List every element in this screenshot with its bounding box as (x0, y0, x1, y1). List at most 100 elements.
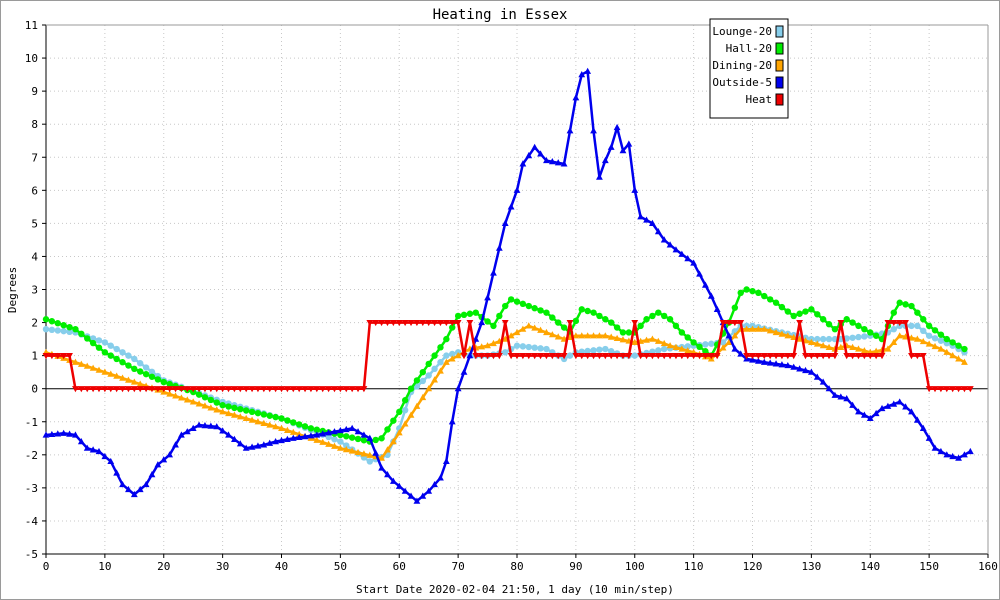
data-point-heat (825, 353, 833, 360)
data-point-outside-5 (966, 447, 974, 455)
data-point-heat (454, 319, 462, 327)
data-point-heat (472, 353, 480, 360)
data-point-heat (702, 353, 709, 360)
data-point-outside-5 (849, 401, 856, 408)
data-point-outside-5 (943, 451, 951, 458)
data-point-outside-5 (908, 408, 915, 415)
data-point-lounge-20 (937, 337, 945, 344)
data-point-lounge-20 (908, 322, 915, 330)
data-point-outside-5 (837, 393, 845, 400)
data-point-dining-20 (684, 347, 692, 354)
data-point-outside-5 (931, 444, 939, 451)
data-point-dining-20 (607, 333, 615, 340)
y-tick-label: 0 (31, 383, 38, 396)
data-point-hall-20 (943, 335, 950, 343)
data-point-hall-20 (290, 419, 297, 426)
data-point-dining-20 (719, 344, 727, 351)
x-tick-label: 30 (216, 560, 229, 573)
data-point-dining-20 (913, 335, 921, 342)
data-point-outside-5 (136, 485, 144, 493)
data-point-lounge-20 (131, 355, 138, 363)
data-point-dining-20 (454, 352, 462, 359)
data-point-hall-20 (849, 319, 856, 326)
data-point-outside-5 (166, 451, 174, 458)
data-point-dining-20 (778, 330, 786, 337)
data-point-hall-20 (649, 312, 656, 320)
data-point-outside-5 (725, 332, 733, 339)
data-point-outside-5 (419, 492, 427, 499)
data-point-outside-5 (448, 418, 456, 425)
data-point-outside-5 (637, 213, 645, 220)
data-point-dining-20 (260, 419, 268, 427)
data-point-outside-5 (784, 361, 792, 369)
data-point-outside-5 (360, 431, 368, 438)
data-point-outside-5 (231, 435, 238, 442)
data-point-dining-20 (961, 358, 968, 365)
data-point-dining-20 (525, 322, 533, 329)
data-point-hall-20 (95, 344, 103, 351)
data-point-lounge-20 (437, 359, 444, 366)
data-point-heat (690, 353, 698, 360)
data-point-hall-20 (360, 437, 368, 444)
data-point-dining-20 (166, 390, 174, 397)
data-point-outside-5 (478, 318, 486, 326)
data-point-dining-20 (219, 408, 227, 415)
legend: Lounge-20 Hall-20 Dining-20 Outside-5 Heat (709, 18, 789, 119)
data-point-heat (360, 386, 368, 393)
data-point-outside-5 (113, 469, 121, 476)
data-point-lounge-20 (596, 346, 603, 353)
x-tick-label: 70 (452, 560, 465, 573)
data-point-dining-20 (807, 338, 815, 345)
data-point-hall-20 (166, 380, 173, 388)
data-point-hall-20 (843, 316, 850, 323)
data-point-lounge-20 (584, 347, 591, 355)
x-tick-label: 80 (510, 560, 523, 573)
data-point-dining-20 (95, 366, 103, 373)
data-point-dining-20 (130, 378, 138, 385)
data-point-outside-5 (48, 430, 56, 438)
data-point-hall-20 (608, 319, 615, 326)
data-point-outside-5 (278, 436, 285, 444)
data-point-heat (531, 353, 539, 360)
data-point-hall-20 (237, 405, 244, 413)
data-point-lounge-20 (684, 343, 691, 350)
data-point-lounge-20 (401, 406, 409, 414)
data-point-dining-20 (437, 367, 444, 374)
data-point-outside-5 (66, 430, 73, 437)
legend-swatch-dining-20 (775, 59, 784, 72)
data-point-heat (266, 386, 274, 393)
data-point-outside-5 (760, 358, 768, 365)
data-point-hall-20 (920, 316, 927, 323)
data-point-lounge-20 (819, 335, 827, 343)
data-point-outside-5 (407, 492, 415, 499)
data-point-hall-20 (578, 306, 585, 313)
data-point-outside-5 (949, 452, 957, 460)
data-point-dining-20 (790, 333, 798, 341)
data-point-hall-20 (925, 322, 933, 330)
data-point-heat (778, 353, 786, 360)
data-point-hall-20 (413, 377, 421, 384)
data-point-heat (289, 386, 297, 393)
data-point-hall-20 (131, 365, 138, 373)
data-point-heat (495, 353, 503, 360)
data-point-dining-20 (331, 442, 338, 449)
x-tick-label: 40 (275, 560, 288, 573)
data-point-dining-20 (348, 447, 356, 454)
data-point-dining-20 (484, 342, 491, 349)
data-point-lounge-20 (125, 352, 132, 359)
data-point-outside-5 (283, 435, 291, 442)
data-point-heat (584, 353, 592, 360)
data-point-heat (925, 386, 933, 393)
data-point-hall-20 (201, 394, 209, 401)
data-point-hall-20 (737, 289, 744, 297)
data-point-hall-20 (472, 309, 479, 316)
data-point-heat (419, 319, 427, 327)
data-point-outside-5 (195, 421, 203, 428)
data-point-hall-20 (743, 286, 750, 293)
data-point-dining-20 (378, 454, 385, 461)
data-point-heat (749, 353, 756, 360)
data-point-lounge-20 (419, 377, 426, 385)
data-point-dining-20 (119, 374, 126, 381)
data-point-heat (566, 319, 574, 327)
